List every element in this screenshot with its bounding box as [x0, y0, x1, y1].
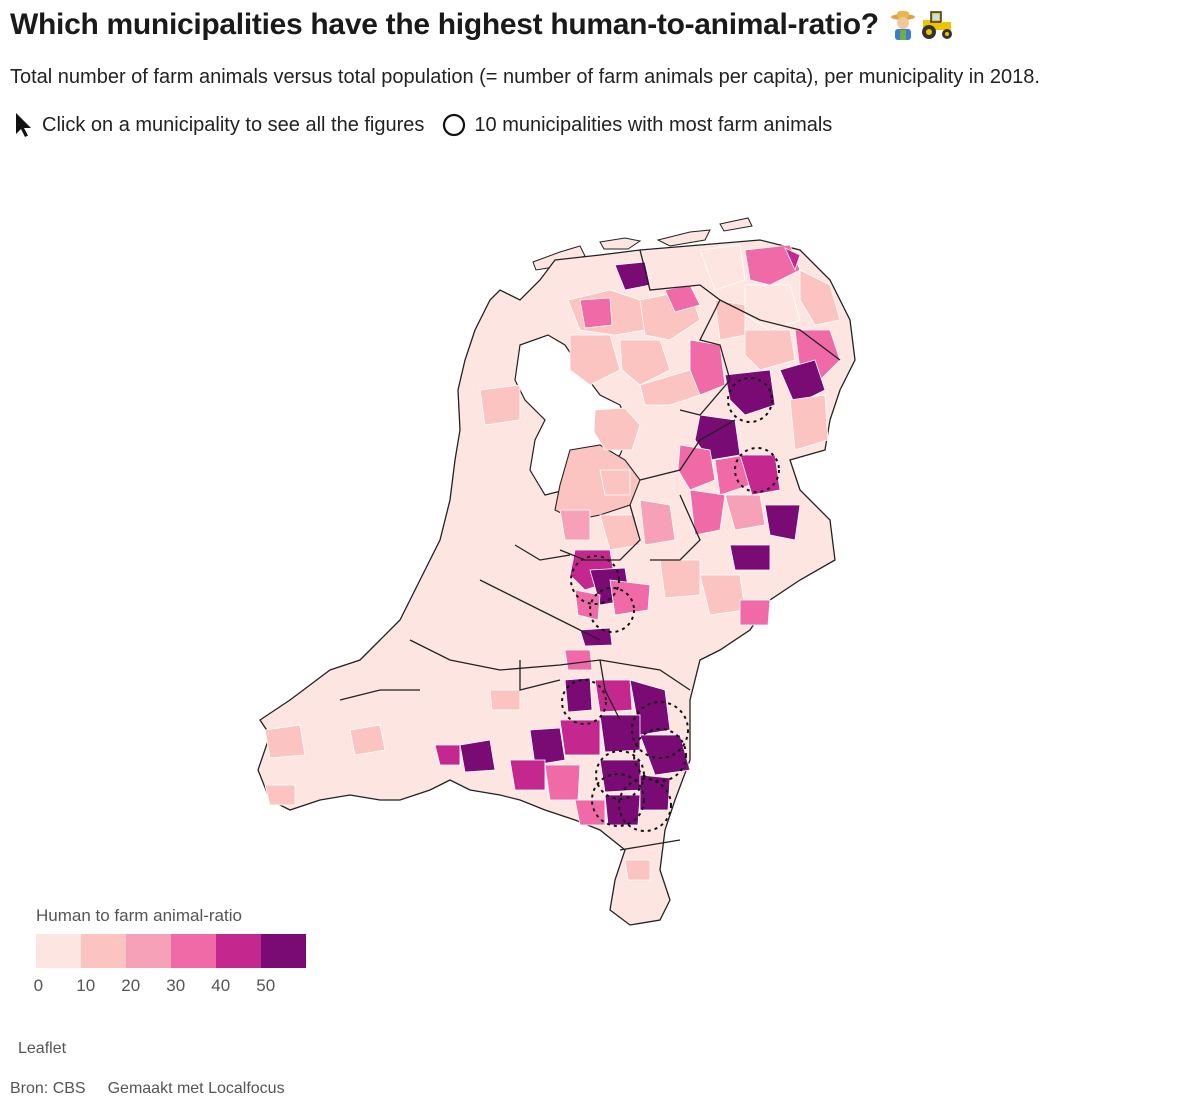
footer: Bron: CBS Gemaakt met Localfocus [10, 1080, 285, 1098]
east-municipalities[interactable] [599, 414, 801, 626]
title-icons [889, 10, 955, 40]
legend-swatch [126, 934, 171, 968]
legend-swatch [261, 934, 306, 968]
center-municipalities[interactable] [479, 384, 651, 647]
made-with-link[interactable]: Gemaakt met Localfocus [107, 1080, 285, 1097]
top10-circles [561, 377, 780, 832]
legend-bar [36, 934, 336, 968]
leaflet-attribution-link[interactable]: Leaflet [18, 1040, 67, 1057]
north-municipalities[interactable] [567, 244, 841, 451]
instructions: Click on a municipality to see all the f… [14, 112, 850, 138]
tractor-icon [921, 11, 952, 39]
legend-tick: 30 [166, 976, 186, 995]
source-label: Bron: CBS [10, 1080, 86, 1097]
instruction-circles-label: 10 municipalities with most farm animals [474, 113, 833, 136]
country-outline[interactable] [257, 239, 856, 926]
legend-tick: 40 [211, 976, 231, 995]
instruction-circles: 10 municipalities with most farm animals [442, 113, 832, 137]
title-text: Which municipalities have the highest hu… [10, 8, 879, 41]
top10-circle [633, 728, 687, 782]
legend-tick: 10 [76, 976, 96, 995]
top10-circle [591, 773, 645, 827]
top10-circle [595, 750, 645, 800]
circle-outline-icon [443, 113, 466, 137]
legend-tick: 50 [256, 976, 276, 995]
top10-circle [734, 447, 780, 493]
legend-tick: 0 [33, 976, 44, 995]
legend: Human to farm animal-ratio 0 10 20 30 40… [33, 906, 336, 1000]
top10-circle [618, 778, 672, 832]
top10-circle [631, 701, 689, 759]
legend-swatch [216, 934, 261, 968]
legend-tick: 20 [121, 976, 141, 995]
legend-title: Human to farm animal-ratio [36, 906, 242, 925]
legend-ticks: 0 10 20 30 40 50 [33, 976, 336, 1000]
top10-circle [727, 377, 773, 423]
instruction-click: Click on a municipality to see all the f… [14, 112, 424, 138]
instruction-click-label: Click on a municipality to see all the f… [42, 113, 425, 136]
subtitle: Total number of farm animals versus tota… [10, 66, 1040, 88]
top10-circle [561, 679, 607, 725]
flevoland[interactable] [554, 444, 641, 521]
page-title: Which municipalities have the highest hu… [10, 8, 955, 42]
top10-circle [589, 587, 635, 633]
legend-swatch [36, 934, 81, 968]
province-borders [339, 249, 841, 851]
top10-circle [570, 555, 620, 605]
noordoostpolder[interactable] [593, 407, 641, 451]
cursor-arrow-icon [16, 113, 31, 137]
south-municipalities[interactable] [264, 649, 691, 881]
map-container[interactable] [0, 150, 1200, 1030]
farmer-icon [890, 11, 915, 40]
legend-swatch [171, 934, 216, 968]
legend-swatch [81, 934, 126, 968]
netherlands-map[interactable] [0, 150, 1200, 1030]
